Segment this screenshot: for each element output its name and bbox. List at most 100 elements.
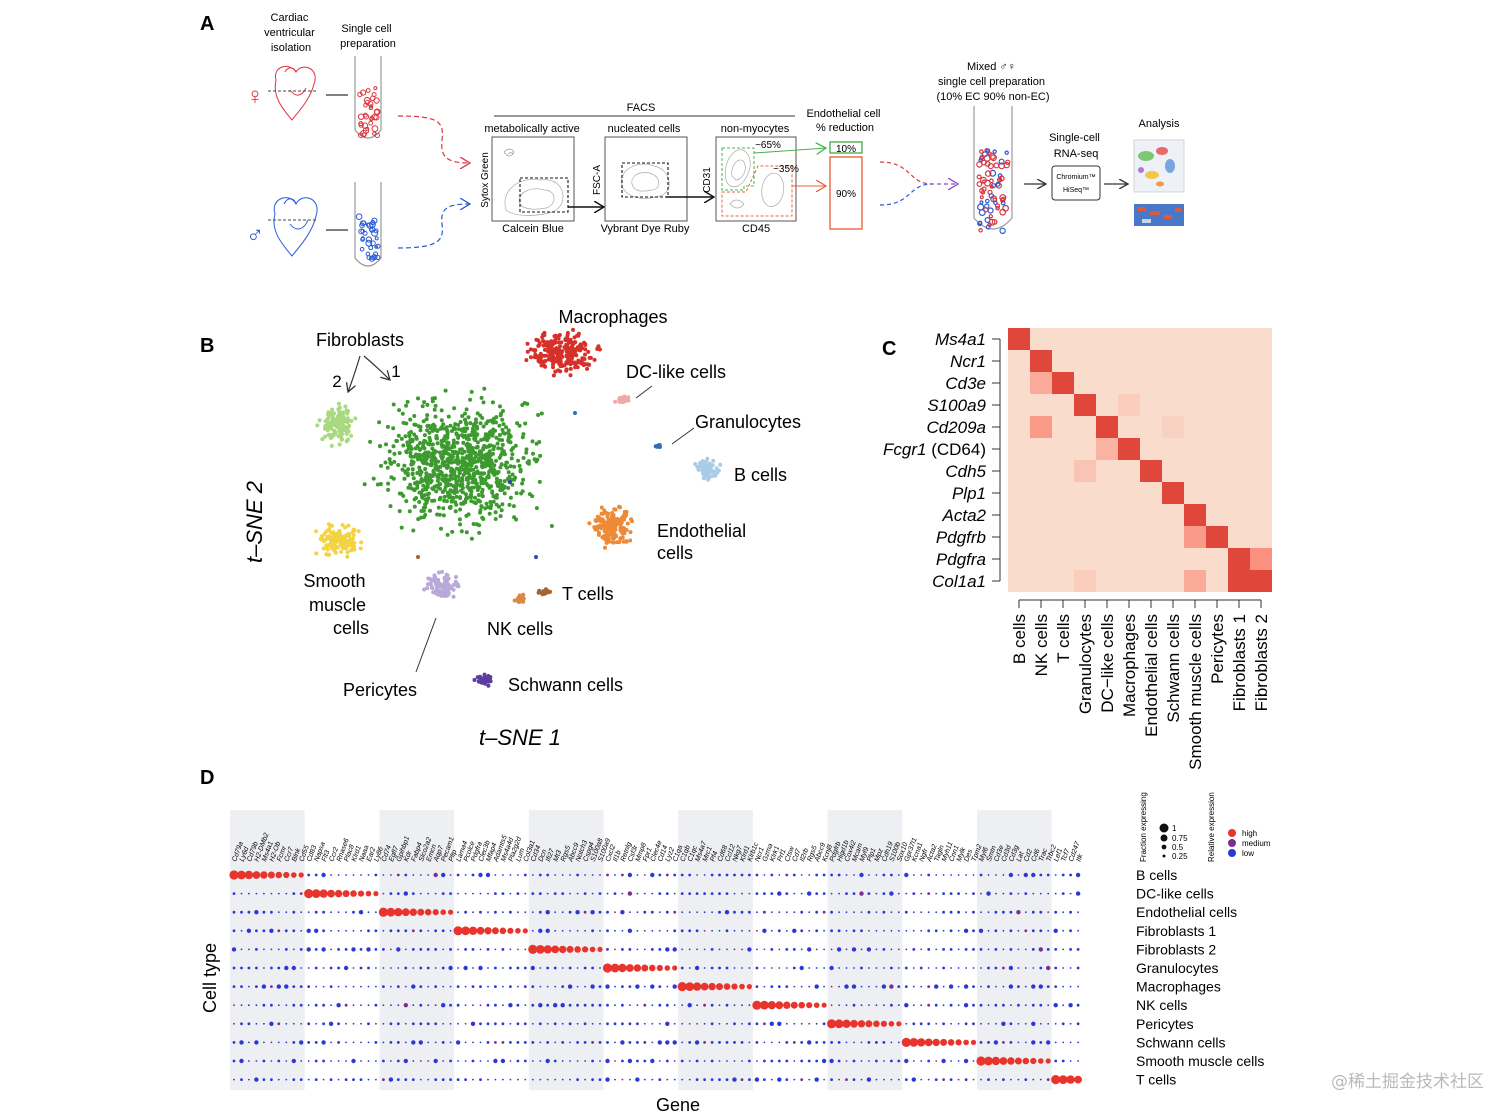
dotplot-dot [695, 1078, 699, 1081]
cell-dot [992, 149, 997, 154]
dotplot-dot [994, 966, 998, 970]
heatmap-cell [1030, 504, 1052, 526]
dotplot-dot [1062, 1004, 1065, 1007]
dotplot-dot [464, 948, 467, 951]
dotplot-dot [509, 1078, 512, 1081]
tsne-point [506, 470, 511, 475]
cell-dot [357, 113, 365, 120]
dotplot-dot [299, 1003, 303, 1007]
tsne-point [330, 407, 335, 412]
dotplot-dot [845, 1078, 848, 1081]
tsne-point [328, 435, 333, 440]
dotplot-dot [277, 966, 281, 970]
dotplot-dot [859, 872, 864, 878]
cell-dot [360, 228, 366, 234]
gene-name: Fcgr1 [883, 440, 926, 459]
dotplot-dot [665, 910, 669, 914]
dotplot-dot [569, 929, 571, 932]
dotplot-dot [904, 966, 908, 970]
dotplot-dot [276, 984, 281, 989]
heatmap-cell [1118, 548, 1140, 570]
tsne-point [350, 544, 354, 549]
tsne-point [456, 461, 460, 466]
dotplot-dot [553, 1059, 557, 1063]
dotplot-dot [1024, 1078, 1028, 1081]
dotplot-dot [386, 907, 396, 917]
tsne-point [718, 462, 723, 467]
dotplot-dot [1062, 1041, 1065, 1044]
dotplot-gene-label: Il2rb [799, 847, 810, 862]
dotplot-dot [576, 967, 579, 969]
dotplot-dot [337, 911, 340, 914]
tsne-point [420, 488, 425, 493]
dotplot-dot [285, 1078, 288, 1081]
cell-dot [979, 200, 984, 205]
tsne-point [436, 505, 441, 510]
dotplot-dot [949, 1003, 953, 1007]
tsne-point [337, 426, 342, 431]
dotplot-dot [733, 948, 736, 951]
tsne-point [443, 388, 448, 393]
tsne-point [598, 523, 602, 528]
dotplot-dot [352, 1041, 355, 1044]
tsne-point [314, 551, 319, 556]
dotplot-gene-label: Mylk [956, 846, 968, 862]
cell-dot [373, 228, 379, 234]
dotplot-dot [240, 892, 243, 895]
tsne-point [617, 399, 622, 404]
dotplot-dot [345, 911, 347, 914]
cell-dot [1004, 150, 1009, 155]
dotplot-dot [763, 1059, 766, 1063]
dotplot-celltype-label: Granulocytes [1136, 960, 1218, 976]
dotplot-dot [1069, 929, 1072, 933]
cell-dot [994, 203, 1001, 209]
tsne-point [481, 400, 486, 405]
seq-line: RNA-seq [1054, 148, 1099, 160]
mixed-line: Mixed ♂♀ [967, 61, 1016, 73]
dotplot-dot [882, 892, 886, 895]
gene-name: Plp1 [952, 484, 986, 503]
dotplot-dot [746, 984, 753, 990]
tsne-point [444, 499, 449, 504]
heatmap-gene-label: Pdgfra [936, 550, 986, 569]
cell-dot [371, 113, 378, 121]
heatmap-cell [1250, 394, 1272, 416]
dotplot-dot [1017, 1041, 1020, 1044]
dotplot-dot [292, 1078, 296, 1081]
dotplot-dot [568, 910, 572, 914]
dotplot-dot [275, 871, 283, 879]
dotplot-dot [763, 892, 766, 895]
dotplot-dot [957, 929, 960, 932]
dotplot-dot [292, 910, 296, 914]
dotplot-dot [815, 892, 819, 895]
dotplot-dot [627, 928, 633, 933]
dotplot-dot [613, 1022, 617, 1026]
heatmap-cell [1008, 372, 1030, 394]
dotplot-dot [1039, 910, 1043, 914]
tsne-point [409, 447, 414, 451]
dotplot-dot [457, 1060, 459, 1062]
dotplot-dot [516, 1022, 520, 1026]
heatmap-cell [1162, 504, 1184, 526]
gene-name: Col1a1 [932, 572, 986, 591]
dotplot-dot [673, 892, 676, 895]
cell-dot [358, 122, 364, 128]
dotplot-dot [396, 929, 400, 933]
cell-dot [373, 255, 378, 260]
tsne-point [551, 362, 555, 367]
dotplot-dot [255, 985, 258, 988]
dotplot-dot [509, 874, 512, 876]
heatmap-gene-label: Cd209a [926, 418, 986, 437]
facs-gate-1: metabolically active Sytox Green Calcein… [480, 123, 580, 235]
dotplot-dot [927, 892, 931, 895]
dotplot-dot [845, 929, 848, 932]
heatmap-cell [1008, 482, 1030, 504]
dotplot-dot [240, 985, 243, 988]
tsne-point [421, 505, 426, 510]
dotplot-dot [934, 929, 938, 933]
tsne-point [324, 544, 329, 549]
dotplot-dot [785, 892, 789, 895]
dotplot-dot [950, 967, 952, 969]
dotplot-dot [748, 892, 751, 895]
tsne-point [343, 404, 348, 409]
